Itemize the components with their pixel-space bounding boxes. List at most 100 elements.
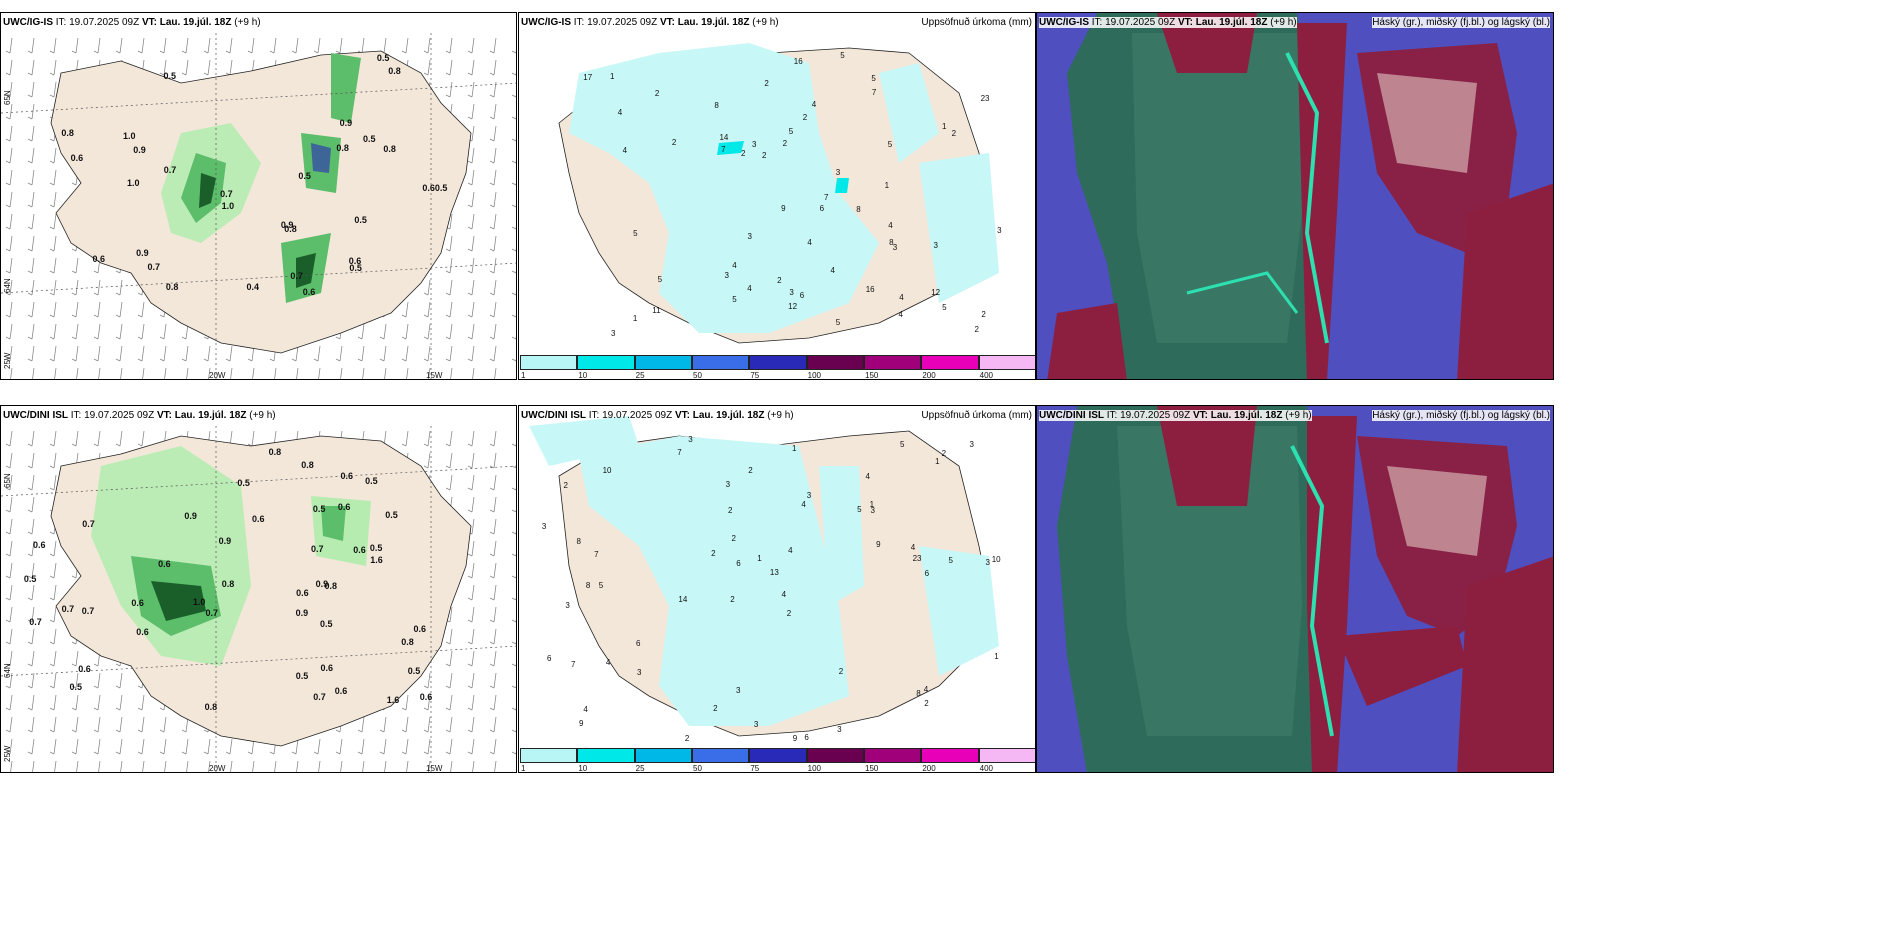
precip-value-label: 1.6 xyxy=(370,555,383,566)
accum-value-label: 2 xyxy=(782,138,788,148)
colorbar-swatch xyxy=(692,748,750,763)
precip-value-label: 0.9 xyxy=(295,608,309,619)
accum-value-label: 2 xyxy=(711,549,716,559)
accum-value-label: 3 xyxy=(753,719,759,729)
accum-value-label: 2 xyxy=(951,129,957,139)
accum-value-label: 4 xyxy=(923,684,929,694)
accum-value-label: 1 xyxy=(884,180,890,190)
accum-value-label: 7 xyxy=(594,550,599,560)
accum-value-label: 4 xyxy=(865,472,870,482)
precip-value-label: 0.8 xyxy=(383,143,396,154)
colorbar-swatch xyxy=(806,355,864,370)
accum-value-label: 7 xyxy=(570,660,576,670)
precip-value-label: 0.8 xyxy=(284,224,297,235)
accum-value-label: 5 xyxy=(598,580,604,590)
accum-value-label: 7 xyxy=(677,448,682,458)
precip-value-label: 0.7 xyxy=(313,692,326,703)
precip-value-label: 0.7 xyxy=(29,616,42,627)
accum-value-label: 3 xyxy=(837,724,842,734)
accum-value-label: 9 xyxy=(578,719,584,729)
precip-value-label: 0.9 xyxy=(136,248,149,259)
colorbar-label: 10 xyxy=(578,371,588,380)
accum-value-label: 7 xyxy=(871,87,877,97)
colorbar-swatch xyxy=(864,748,922,763)
accum-value-label: 3 xyxy=(725,480,731,489)
accum-value-label: 6 xyxy=(924,569,930,579)
accum-value-label: 3 xyxy=(751,140,757,150)
accum-value-label: 4 xyxy=(732,261,737,271)
colorbar-label: 1 xyxy=(521,371,526,380)
colorbar-label: 400 xyxy=(979,764,994,773)
accum-value-label: 5 xyxy=(840,51,845,61)
accum-panel-top: UWC/IG-IS IT: 19.07.2025 09Z VT: Lau. 19… xyxy=(518,12,1036,380)
accum-value-label: 4 xyxy=(781,589,787,599)
accum-value-label: 6 xyxy=(819,203,825,213)
accum-value-label: 2 xyxy=(777,276,782,286)
colorbar-label: 100 xyxy=(807,371,822,380)
accum-value-label: 1 xyxy=(994,652,999,661)
accum-value-label: 23 xyxy=(912,553,922,563)
precip-value-label: 0.8 xyxy=(401,636,414,647)
colorbar-swatch xyxy=(577,748,635,763)
accum-value-label: 1 xyxy=(632,314,638,324)
colorbar-label: 400 xyxy=(979,371,994,380)
colorbar-label: 200 xyxy=(922,371,936,380)
precip-value-label: 0.6 xyxy=(158,559,171,570)
precip-map xyxy=(1,426,516,772)
lat-label: 64N xyxy=(3,278,12,293)
accum-value-label: 2 xyxy=(786,608,792,618)
lat-label: 65N xyxy=(3,473,12,488)
precip-value-label: 0.8 xyxy=(221,579,235,590)
precip-value-label: 0.8 xyxy=(165,282,179,293)
accum-value-label: 3 xyxy=(565,600,570,610)
accum-value-label: 10 xyxy=(991,555,1001,565)
accum-value-label: 12 xyxy=(931,288,941,298)
precip-value-label: 0.6 xyxy=(419,691,433,702)
colorbar-label: 10 xyxy=(578,764,588,773)
accum-value-label: 14 xyxy=(678,594,688,604)
colorbar-label: 25 xyxy=(635,371,645,380)
accum-value-label: 1 xyxy=(791,444,797,454)
accum-value-label: 4 xyxy=(788,545,793,555)
precip-value-label: 0.6 xyxy=(337,501,351,512)
colorbar-swatch xyxy=(520,748,578,763)
accum-value-label: 5 xyxy=(887,140,893,150)
precip-value-label: 0.5 xyxy=(362,134,376,145)
precip-panel-bottom: UWC/DINI ISL IT: 19.07.2025 09Z VT: Lau.… xyxy=(0,405,517,773)
accum-value-label: 2 xyxy=(802,113,808,123)
precip-value-label: 0.6 xyxy=(334,685,348,696)
accum-value-label: 8 xyxy=(856,204,861,214)
accum-value-label: 4 xyxy=(747,284,752,294)
lon-label: 15W xyxy=(426,371,443,380)
lon-label: 25W xyxy=(3,745,12,762)
precip-value-label: 0.8 xyxy=(268,446,282,457)
precip-value-label: 1.0 xyxy=(122,131,136,142)
colorbar-label: 150 xyxy=(865,764,879,773)
lon-label: 25W xyxy=(3,352,12,369)
precip-value-label: 0.6 xyxy=(33,539,46,550)
colorbar: 1 10 25 50 75 100 150 200 400 xyxy=(519,742,1035,772)
accum-map xyxy=(529,416,999,737)
cloud-title: Háský (gr.), miðský (fj.bl.) og lágský (… xyxy=(1372,410,1550,421)
accum-value-label: 3 xyxy=(997,225,1002,235)
accum-value-label: 2 xyxy=(654,89,660,99)
cloud-map xyxy=(1037,406,1553,772)
accum-value-label: 3 xyxy=(736,686,741,696)
panel-title: UWC/DINI ISL IT: 19.07.2025 09Z VT: Lau.… xyxy=(1039,410,1312,421)
accum-value-label: 5 xyxy=(732,295,737,304)
accum-value-label: 4 xyxy=(898,309,903,319)
precip-value-label: 0.5 xyxy=(295,671,309,682)
accum-value-label: 5 xyxy=(633,228,638,238)
precip-value-label: 0.5 xyxy=(385,509,398,520)
precip-value-label: 0.5 xyxy=(376,53,390,64)
precip-value-label: 0.8 xyxy=(61,128,74,139)
colorbar-label: 50 xyxy=(693,764,702,773)
accum-value-label: 8 xyxy=(916,688,921,698)
accum-value-label: 6 xyxy=(546,653,552,663)
precip-panel-top: UWC/IG-IS IT: 19.07.2025 09Z VT: Lau. 19… xyxy=(0,12,517,380)
accum-value-label: 17 xyxy=(583,72,593,82)
colorbar-swatch xyxy=(520,355,578,370)
precip-value-label: 0.5 xyxy=(312,503,326,514)
precip-value-label: 0.7 xyxy=(81,605,95,616)
accum-value-label: 4 xyxy=(807,238,812,248)
